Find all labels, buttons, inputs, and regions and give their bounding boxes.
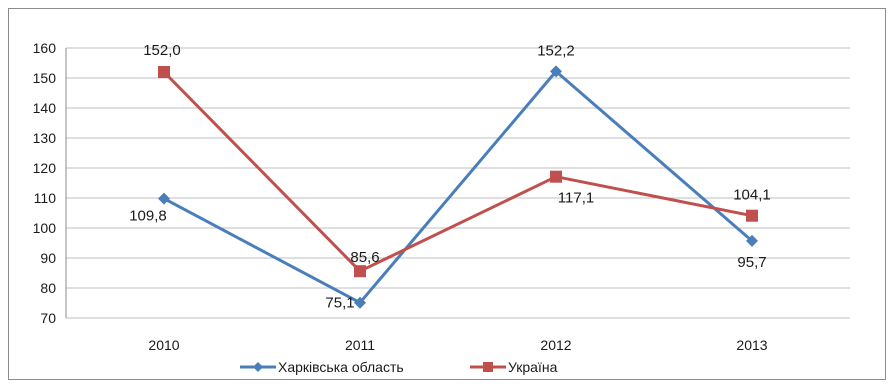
y-tick-label: 100 [33,220,57,236]
legend: Харківська область Україна [240,359,558,375]
point-marker [550,170,562,183]
legend-marker [253,362,263,372]
point-marker [354,296,366,309]
y-tick-label: 70 [40,310,56,326]
point-marker [354,265,366,278]
data-label: 152,2 [537,42,575,59]
series-layer [158,65,758,309]
y-tick-label: 120 [33,160,57,176]
x-tick-label: 2010 [148,337,179,353]
data-label: 152,0 [143,42,181,59]
y-tick-label: 90 [40,250,56,266]
data-label: 75,1 [325,295,354,312]
x-tick-label: 2012 [540,337,571,353]
data-label: 95,7 [737,254,766,271]
data-labels: 109,8 75,1 152,2 95,7 152,0 85,6 117,1 104,1 [129,42,771,312]
series-line-2 [162,70,753,273]
legend-label: Харківська область [278,359,404,375]
data-label: 104,1 [733,187,771,204]
legend-marker [483,362,493,372]
y-axis: 70 80 90 100 110 120 130 140 150 160 [33,40,67,326]
y-tick-label: 130 [33,130,57,146]
point-marker [746,209,758,222]
x-axis: 2010 2011 2012 2013 [148,337,767,353]
data-label: 85,6 [350,249,379,266]
point-marker [158,192,170,205]
series-line-1 [163,69,753,305]
point-marker [158,66,170,78]
y-tick-label: 110 [34,190,57,206]
point-marker [746,234,758,247]
point-marker [550,65,562,78]
gridlines [66,47,850,319]
x-tick-label: 2013 [736,337,767,353]
x-tick-label: 2011 [345,337,375,353]
data-label: 117,1 [558,190,594,207]
y-tick-label: 150 [33,70,57,86]
y-tick-label: 160 [33,40,57,56]
y-tick-label: 140 [33,100,57,116]
legend-label: Україна [508,359,558,375]
y-tick-label: 80 [40,280,56,296]
data-label: 109,8 [129,208,167,225]
